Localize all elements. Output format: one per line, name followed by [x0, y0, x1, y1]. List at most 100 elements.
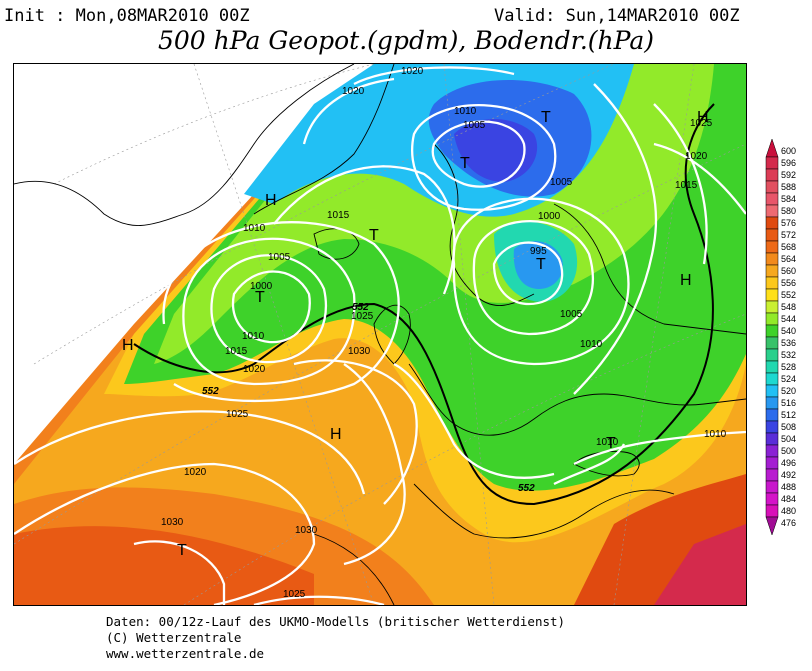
legend-swatch: [765, 252, 779, 266]
svg-text:552: 552: [352, 302, 369, 313]
init-time: Init : Mon,08MAR2010 00Z: [4, 6, 250, 26]
svg-text:1020: 1020: [342, 86, 365, 97]
svg-text:1005: 1005: [560, 309, 583, 320]
legend-swatch: [765, 204, 779, 218]
svg-text:1025: 1025: [283, 589, 306, 600]
footer-website: www.wetterzentrale.de: [106, 646, 265, 661]
legend-swatch: [765, 264, 779, 278]
legend-label: 528: [781, 362, 796, 372]
legend-swatch: [765, 384, 779, 398]
color-legend: 600 596 592 588 584 580 576 572 568 564 560 556 552 5…: [765, 138, 796, 536]
legend-swatch: [765, 312, 779, 326]
legend-label: 560: [781, 266, 796, 276]
legend-swatch: [765, 504, 779, 518]
legend-label: 580: [781, 206, 796, 216]
legend-swatch: [765, 456, 779, 470]
legend-swatch: [765, 156, 779, 170]
svg-text:1020: 1020: [184, 467, 207, 478]
legend-swatch: [765, 468, 779, 482]
high-northeast-corner: H: [697, 109, 709, 126]
legend-label: 476: [781, 518, 796, 528]
legend-swatch: [765, 420, 779, 434]
high-russia: H: [680, 272, 692, 289]
low-southwest: T: [177, 542, 187, 559]
contour-labels: 552 552 552: [202, 302, 535, 494]
legend-swatch: [765, 444, 779, 458]
legend-label: 564: [781, 254, 796, 264]
legend-label: 572: [781, 230, 796, 240]
low-scandinavia-north: T: [541, 109, 551, 126]
legend-label: 536: [781, 338, 796, 348]
legend-swatch: [765, 168, 779, 182]
svg-text:1010: 1010: [704, 429, 727, 440]
legend-swatch: [765, 408, 779, 422]
legend-label: 568: [781, 242, 796, 252]
high-greenland: H: [265, 192, 277, 209]
legend-label: 516: [781, 398, 796, 408]
legend-swatch: [765, 288, 779, 302]
legend-label: 584: [781, 194, 796, 204]
svg-text:1010: 1010: [454, 106, 477, 117]
svg-text:1015: 1015: [675, 180, 698, 191]
weather-map: 1020 1020 1010 1005 1005 1000 995 1005 1…: [13, 63, 747, 606]
svg-text:1010: 1010: [243, 223, 266, 234]
legend-label: 480: [781, 506, 796, 516]
legend-swatch: [765, 348, 779, 362]
high-azores: H: [330, 426, 342, 443]
svg-text:1020: 1020: [401, 66, 424, 77]
svg-text:1025: 1025: [351, 311, 374, 322]
legend-label: 484: [781, 494, 796, 504]
contour-552: [133, 103, 715, 506]
isobar-labels: 1020 1020 1010 1005 1005 1000 995 1005 1…: [161, 66, 727, 600]
svg-text:1000: 1000: [250, 281, 273, 292]
svg-text:1010: 1010: [242, 331, 265, 342]
legend-swatch: [765, 516, 779, 536]
legend-swatch: [765, 372, 779, 386]
legend-swatch: [765, 180, 779, 194]
legend-swatch: [765, 192, 779, 206]
svg-text:1010: 1010: [580, 339, 603, 350]
legend-label: 600: [781, 146, 796, 156]
legend-label: 500: [781, 446, 796, 456]
legend-label: 508: [781, 422, 796, 432]
legend-label: 488: [781, 482, 796, 492]
legend-label: 492: [781, 470, 796, 480]
legend-swatch: [765, 228, 779, 242]
legend-label: 548: [781, 302, 796, 312]
legend-label: 520: [781, 386, 796, 396]
legend-label: 588: [781, 182, 796, 192]
low-north-atlantic: T: [369, 227, 379, 244]
legend-label: 496: [781, 458, 796, 468]
svg-text:1000: 1000: [538, 211, 561, 222]
legend-swatch: [765, 492, 779, 506]
footer-copyright: (C) Wetterzentrale: [106, 630, 242, 645]
legend-swatch: [765, 324, 779, 338]
legend-label: 504: [781, 434, 796, 444]
legend-swatch: [765, 300, 779, 314]
legend-swatch: [765, 396, 779, 410]
svg-text:1025: 1025: [690, 118, 713, 129]
geopotential-field: [14, 64, 746, 605]
low-iceland-south: T: [255, 289, 265, 306]
svg-text:1005: 1005: [268, 252, 291, 263]
svg-text:1030: 1030: [161, 517, 184, 528]
legend-swatch: [765, 216, 779, 230]
svg-text:1015: 1015: [327, 210, 350, 221]
legend-label: 596: [781, 158, 796, 168]
svg-text:1020: 1020: [243, 364, 266, 375]
svg-text:995: 995: [530, 246, 547, 257]
svg-text:1005: 1005: [550, 177, 573, 188]
svg-text:552: 552: [202, 386, 219, 397]
svg-text:1015: 1015: [225, 346, 248, 357]
legend-swatch: [765, 336, 779, 350]
coastlines: [14, 64, 746, 605]
legend-swatch: [765, 432, 779, 446]
svg-text:1030: 1030: [348, 346, 371, 357]
legend-label: 532: [781, 350, 796, 360]
isobars: [14, 66, 746, 605]
legend-swatch: [765, 360, 779, 374]
valid-time: Valid: Sun,14MAR2010 00Z: [494, 6, 740, 26]
low-norwegian-sea: T: [460, 155, 470, 172]
svg-text:1025: 1025: [226, 409, 249, 420]
legend-swatch: [765, 240, 779, 254]
